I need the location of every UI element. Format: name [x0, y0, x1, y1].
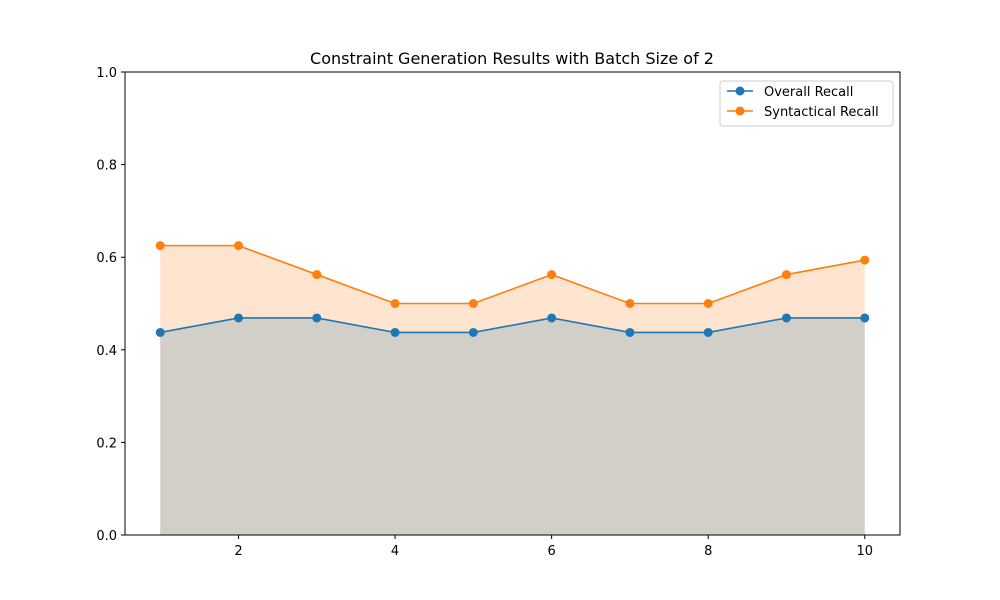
point-overall-recall: [155, 327, 165, 337]
x-tick-label: 4: [391, 544, 399, 559]
point-syntactical-recall: [625, 299, 635, 308]
point-overall-recall: [625, 327, 635, 337]
point-overall-recall: [860, 313, 870, 323]
series-points: [155, 241, 870, 337]
y-tick-label: 0.6: [96, 251, 117, 266]
x-tick-label: 2: [234, 544, 242, 559]
point-overall-recall: [390, 327, 400, 337]
y-tick-label: 0.4: [96, 344, 117, 359]
axes: 2 4 6 8 10 0.0 0.2 0.4 0.6 0.8 1.0: [96, 66, 901, 559]
chart-title: Constraint Generation Results with Batch…: [310, 49, 714, 68]
point-syntactical-recall: [703, 299, 713, 308]
x-tick-label: 8: [704, 544, 712, 559]
y-tick-label: 1.0: [96, 66, 117, 81]
y-tick-label: 0.2: [96, 436, 117, 451]
legend-label: Overall Recall: [764, 85, 853, 100]
fill-syntactical-recall: [160, 245, 865, 535]
point-overall-recall: [703, 327, 713, 337]
line-overall-recall: [160, 317, 865, 334]
fill-overall-recall: [160, 317, 865, 535]
legend-swatch-marker: [735, 106, 745, 116]
point-overall-recall: [781, 313, 791, 323]
point-overall-recall: [312, 313, 322, 323]
y-tick-label: 0.8: [96, 159, 117, 174]
legend: Overall Recall Syntactical Recall: [719, 80, 894, 127]
fill-areas: [160, 245, 865, 535]
plot-frame: [124, 71, 901, 536]
point-overall-recall: [547, 313, 557, 323]
point-syntactical-recall: [781, 270, 791, 280]
series-lines: [160, 244, 865, 334]
legend-box: [719, 80, 894, 127]
point-overall-recall: [234, 313, 244, 323]
legend-label: Syntactical Recall: [764, 105, 879, 120]
point-syntactical-recall: [390, 299, 400, 308]
x-tick-label: 10: [856, 544, 873, 559]
point-syntactical-recall: [468, 299, 478, 308]
point-overall-recall: [468, 327, 478, 337]
point-syntactical-recall: [155, 241, 165, 251]
point-syntactical-recall: [312, 270, 322, 280]
x-tick-label: 6: [548, 544, 556, 559]
point-syntactical-recall: [547, 270, 557, 280]
point-syntactical-recall: [234, 241, 244, 251]
legend-swatch-marker: [735, 86, 745, 96]
y-tick-label: 0.0: [96, 529, 117, 544]
point-syntactical-recall: [860, 255, 870, 265]
line-syntactical-recall: [160, 244, 865, 305]
